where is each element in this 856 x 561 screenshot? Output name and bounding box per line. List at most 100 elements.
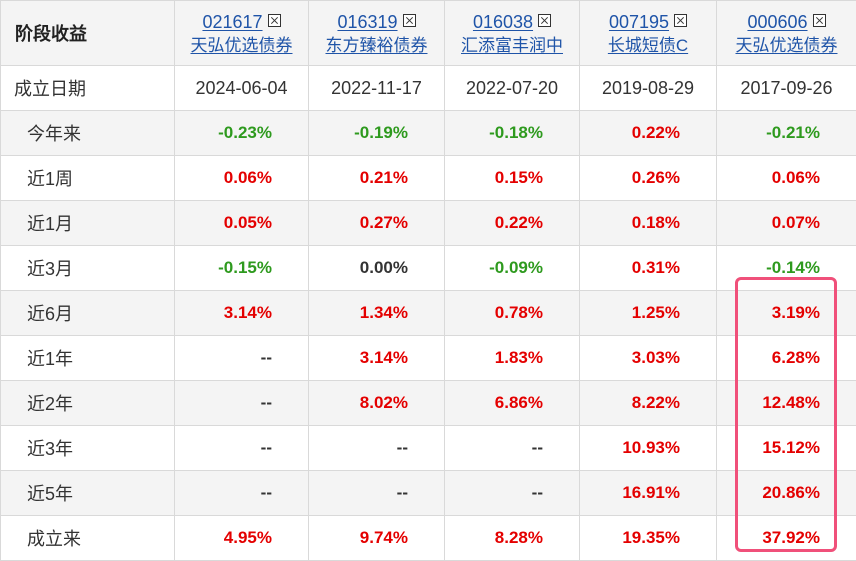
return-value: 0.00% [309,246,445,291]
return-value: -- [175,426,309,471]
return-value: 4.95% [175,516,309,561]
return-value: -0.23% [175,111,309,156]
return-value: -0.15% [175,246,309,291]
fund-code-link[interactable]: 016038 [473,12,533,32]
fund-code-link[interactable]: 007195 [609,12,669,32]
corner-label: 阶段收益 [1,1,175,66]
inception-date: 2019-08-29 [580,66,717,111]
fund-name-link[interactable]: 天弘优选债券 [175,34,308,58]
return-row: 近3年------10.93%15.12% [1,426,856,471]
return-value: 19.35% [580,516,717,561]
return-row: 今年来-0.23%-0.19%-0.18%0.22%-0.21% [1,111,856,156]
remove-fund-icon[interactable] [403,14,416,27]
return-row: 近2年--8.02%6.86%8.22%12.48% [1,381,856,426]
return-value: -- [309,426,445,471]
return-value: 3.14% [175,291,309,336]
return-value: -0.18% [445,111,580,156]
return-value: 3.19% [717,291,856,336]
return-value: 0.21% [309,156,445,201]
return-value: 6.86% [445,381,580,426]
return-row: 近5年------16.91%20.86% [1,471,856,516]
row-label: 今年来 [1,111,175,156]
return-value: 0.26% [580,156,717,201]
return-value: 8.02% [309,381,445,426]
row-label: 近2年 [1,381,175,426]
row-label: 近3月 [1,246,175,291]
return-value: -0.21% [717,111,856,156]
return-value: 8.28% [445,516,580,561]
fund-code-link[interactable]: 021617 [202,12,262,32]
return-value: -- [175,381,309,426]
remove-fund-icon[interactable] [813,14,826,27]
return-value: 8.22% [580,381,717,426]
return-value: -- [445,471,580,516]
fund-name-link[interactable]: 天弘优选债券 [717,34,856,58]
return-value: 0.78% [445,291,580,336]
return-value: -- [175,336,309,381]
return-value: -0.09% [445,246,580,291]
row-label: 成立来 [1,516,175,561]
fund-name-link[interactable]: 东方臻裕债券 [309,34,444,58]
inception-date: 2017-09-26 [717,66,856,111]
return-value: 6.28% [717,336,856,381]
return-value: 3.14% [309,336,445,381]
remove-fund-icon[interactable] [538,14,551,27]
fund-header-5: 000606 天弘优选债券 [717,1,856,66]
return-value: 1.34% [309,291,445,336]
return-value: 1.25% [580,291,717,336]
remove-fund-icon[interactable] [268,14,281,27]
return-value: 37.92% [717,516,856,561]
fund-header-2: 016319 东方臻裕债券 [309,1,445,66]
return-value: 0.15% [445,156,580,201]
return-value: 12.48% [717,381,856,426]
fund-code-link[interactable]: 016319 [337,12,397,32]
return-row: 近1年--3.14%1.83%3.03%6.28% [1,336,856,381]
row-label: 近5年 [1,471,175,516]
return-value: 0.05% [175,201,309,246]
return-value: -- [445,426,580,471]
return-value: -0.14% [717,246,856,291]
fund-header-3: 016038 汇添富丰润中 [445,1,580,66]
return-value: 0.18% [580,201,717,246]
inception-date: 2022-11-17 [309,66,445,111]
return-value: 0.07% [717,201,856,246]
inception-date-row: 成立日期 2024-06-04 2022-11-17 2022-07-20 20… [1,66,856,111]
return-row: 近3月-0.15%0.00%-0.09%0.31%-0.14% [1,246,856,291]
row-label: 近1周 [1,156,175,201]
row-label: 近6月 [1,291,175,336]
return-value: 15.12% [717,426,856,471]
return-value: -- [175,471,309,516]
row-label: 近1年 [1,336,175,381]
return-value: 0.31% [580,246,717,291]
return-value: 9.74% [309,516,445,561]
return-value: -- [309,471,445,516]
return-value: 0.27% [309,201,445,246]
fund-code-link[interactable]: 000606 [747,12,807,32]
return-value: -0.19% [309,111,445,156]
remove-fund-icon[interactable] [674,14,687,27]
return-value: 20.86% [717,471,856,516]
row-label: 近1月 [1,201,175,246]
inception-date: 2024-06-04 [175,66,309,111]
return-value: 10.93% [580,426,717,471]
fund-header-1: 021617 天弘优选债券 [175,1,309,66]
fund-name-link[interactable]: 长城短债C [580,34,716,58]
fund-name-link[interactable]: 汇添富丰润中 [445,34,579,58]
fund-header-4: 007195 长城短债C [580,1,717,66]
return-value: 1.83% [445,336,580,381]
return-value: 16.91% [580,471,717,516]
return-value: 0.22% [445,201,580,246]
return-value: 3.03% [580,336,717,381]
return-value: 0.06% [717,156,856,201]
row-label: 近3年 [1,426,175,471]
inception-date: 2022-07-20 [445,66,580,111]
return-value: 0.06% [175,156,309,201]
row-label: 成立日期 [1,66,175,111]
return-value: 0.22% [580,111,717,156]
